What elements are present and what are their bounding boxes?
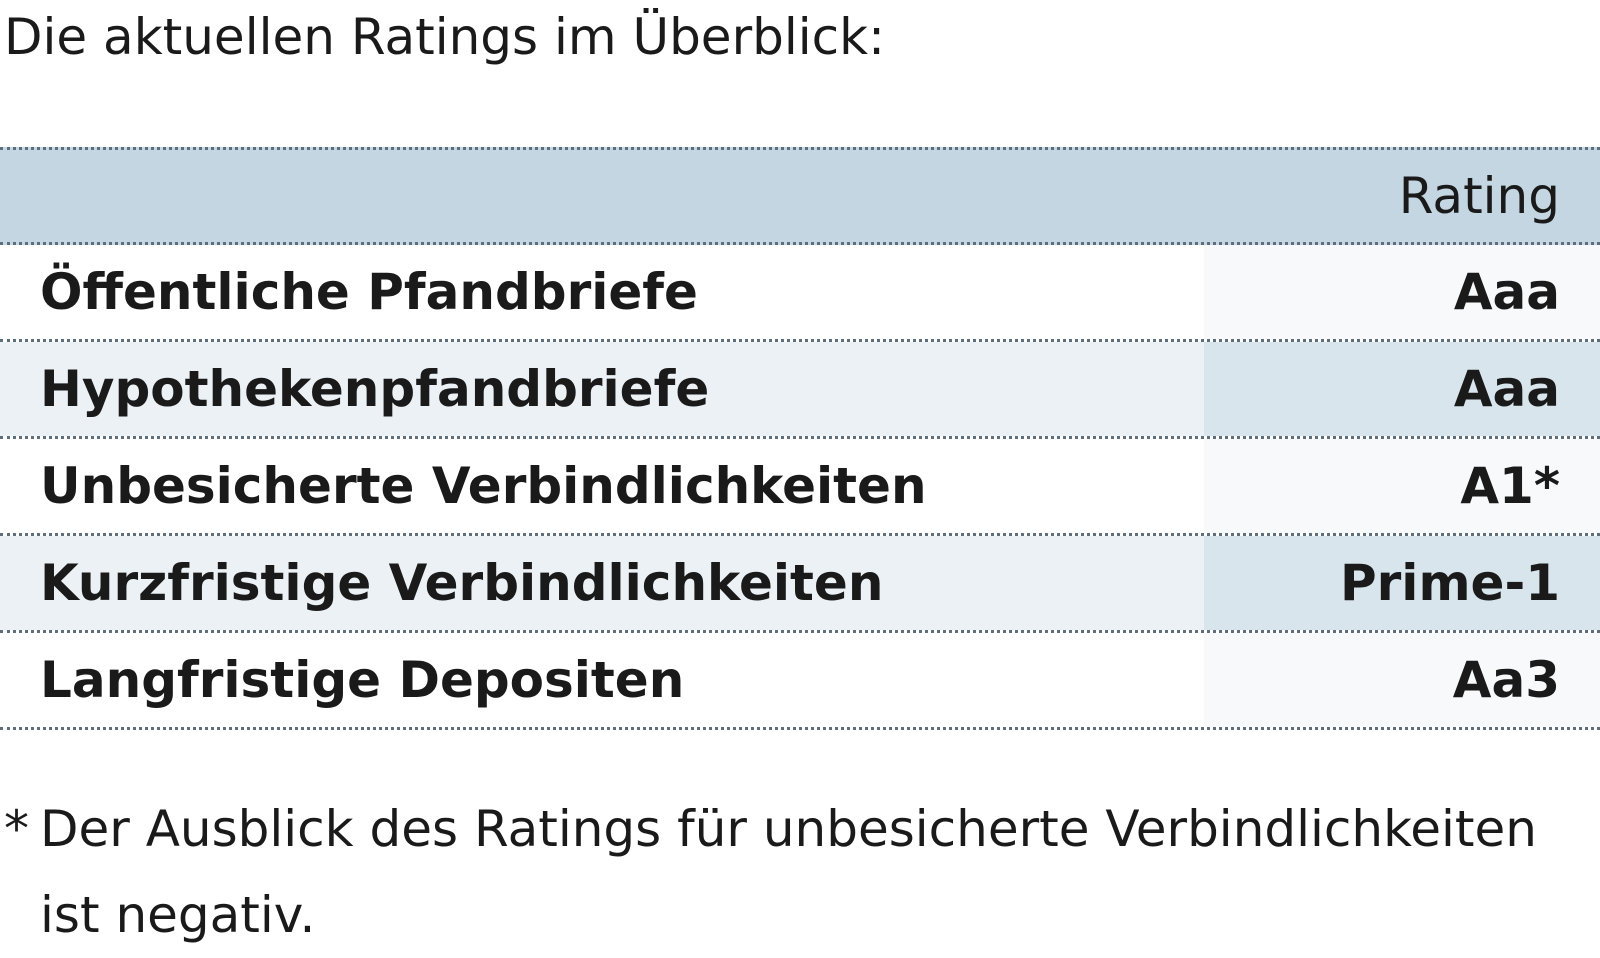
row-rating: Aa3 xyxy=(1452,651,1560,709)
row-label-cell: Langfristige Depositen xyxy=(0,633,1204,727)
row-rating: Prime-1 xyxy=(1340,554,1560,612)
footnote-text-1: Der Ausblick des Ratings für unbesichert… xyxy=(40,800,1537,858)
row-label: Kurzfristige Verbindlichkeiten xyxy=(40,554,884,612)
row-label: Langfristige Depositen xyxy=(40,651,685,709)
header-rating-label: Rating xyxy=(1398,167,1560,225)
row-value-cell: Aaa xyxy=(1204,342,1600,436)
table-header-row: Rating xyxy=(0,147,1600,245)
table-row: Unbesicherte Verbindlichkeiten A1* xyxy=(0,439,1600,536)
header-value-cell: Rating xyxy=(1204,150,1600,242)
row-label: Öffentliche Pfandbriefe xyxy=(40,263,698,321)
footnote-marker: * xyxy=(4,800,29,858)
footnote-line-1: * Der Ausblick des Ratings für unbesicher… xyxy=(4,786,1537,872)
row-rating: Aaa xyxy=(1453,360,1560,418)
row-label-cell: Öffentliche Pfandbriefe xyxy=(0,245,1204,339)
row-label: Hypothekenpfandbriefe xyxy=(40,360,710,418)
row-label-cell: Unbesicherte Verbindlichkeiten xyxy=(0,439,1204,533)
intro-heading: Die aktuellen Ratings im Überblick: xyxy=(4,8,885,66)
table-row: Hypothekenpfandbriefe Aaa xyxy=(0,342,1600,439)
footnote-line-2: ist negativ. xyxy=(40,886,316,944)
table-row: Langfristige Depositen Aa3 xyxy=(0,633,1600,730)
row-label: Unbesicherte Verbindlichkeiten xyxy=(40,457,927,515)
row-label-cell: Kurzfristige Verbindlichkeiten xyxy=(0,536,1204,630)
row-value-cell: A1* xyxy=(1204,439,1600,533)
ratings-table: Rating Öffentliche Pfandbriefe Aaa Hypot… xyxy=(0,147,1600,730)
table-row: Kurzfristige Verbindlichkeiten Prime-1 xyxy=(0,536,1600,633)
table-row: Öffentliche Pfandbriefe Aaa xyxy=(0,245,1600,342)
row-rating: A1* xyxy=(1460,457,1560,515)
row-value-cell: Prime-1 xyxy=(1204,536,1600,630)
header-label-cell xyxy=(0,150,1204,242)
footnote: * Der Ausblick des Ratings für unbesicher… xyxy=(4,786,1537,958)
row-rating: Aaa xyxy=(1453,263,1560,321)
row-value-cell: Aaa xyxy=(1204,245,1600,339)
row-label-cell: Hypothekenpfandbriefe xyxy=(0,342,1204,436)
row-value-cell: Aa3 xyxy=(1204,633,1600,727)
